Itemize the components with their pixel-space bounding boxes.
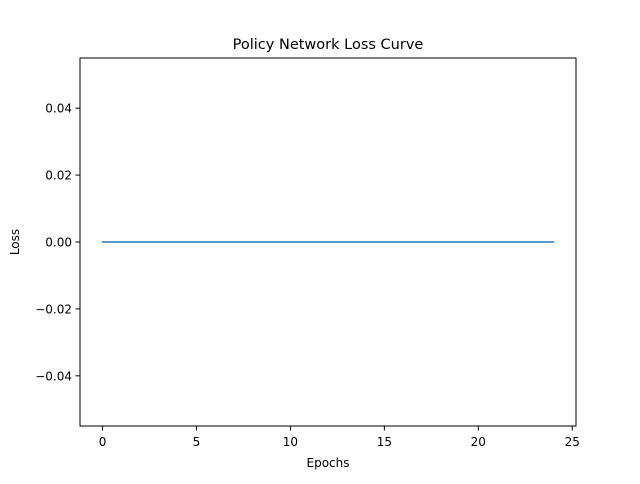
y-tick-label: 0.04 (45, 102, 72, 116)
axes-frame (79, 57, 577, 427)
y-axis-label: Loss (8, 229, 22, 255)
y-tick-label: 0.02 (45, 169, 72, 183)
x-tick-label: 25 (565, 435, 580, 449)
x-tick-label: 15 (377, 435, 392, 449)
chart-title: Policy Network Loss Curve (233, 37, 424, 53)
x-tick-label: 20 (471, 435, 486, 449)
y-axis: −0.04 −0.02 0.00 0.02 0.04 (35, 102, 80, 383)
x-tick-label: 0 (99, 435, 107, 449)
x-axis: 0 5 10 15 20 25 (99, 426, 580, 449)
x-tick-label: 5 (193, 435, 201, 449)
x-axis-label: Epochs (307, 456, 350, 470)
x-tick-label: 10 (283, 435, 298, 449)
y-tick-label: −0.02 (35, 302, 72, 316)
y-tick-label: −0.04 (35, 369, 72, 383)
y-tick-label: 0.00 (45, 236, 72, 250)
